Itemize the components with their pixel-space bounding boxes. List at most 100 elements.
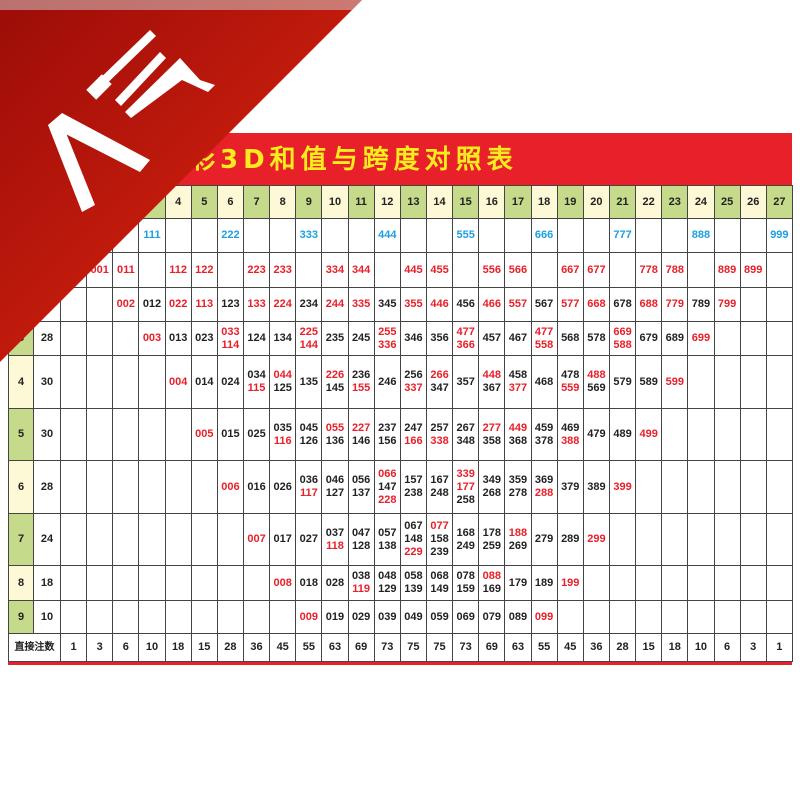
combo-cell: 446 <box>425 287 454 322</box>
combo-number: 199 <box>561 576 580 589</box>
combo-cell: 025 <box>242 408 271 461</box>
combo-number: 448 <box>482 369 501 381</box>
direct-count-cell: 15 <box>190 633 218 662</box>
combo-number: 349 <box>482 474 501 486</box>
combo-number: 099 <box>534 610 554 623</box>
combo-number: 559 <box>561 382 580 394</box>
combo-cell: 466 <box>478 287 506 322</box>
combo-number: 279 <box>534 533 554 545</box>
combo-cell <box>661 565 689 601</box>
combo-cell <box>86 600 114 634</box>
combo-cell <box>608 565 637 601</box>
combo-number: 579 <box>613 375 632 388</box>
combo-cell: 028 <box>321 565 349 601</box>
combo-cell <box>86 513 114 566</box>
combo-cell: 567 <box>530 287 558 322</box>
combo-cell <box>713 513 741 566</box>
sum-header: 7 <box>242 185 271 219</box>
combo-number: 468 <box>534 375 554 388</box>
footer-label: 直接注数 <box>8 633 61 662</box>
direct-count-cell: 36 <box>582 633 610 662</box>
combo-number: 378 <box>534 434 554 447</box>
combo-cell: 699 <box>687 321 715 356</box>
combo-cell: 577 <box>556 287 584 322</box>
combo-number: 139 <box>404 583 423 595</box>
combo-number: 588 <box>613 338 632 351</box>
combo-cell <box>86 565 114 601</box>
combo-number: 668 <box>587 298 606 310</box>
combo-cell <box>713 600 741 634</box>
table-row: 6 28 006 016 026 036 117 046 127 056 137 066 147 228 1… <box>8 460 793 514</box>
combo-number: 037 <box>325 526 345 539</box>
combo-cell: 669 588 <box>608 321 637 356</box>
direct-count-cell: 55 <box>530 633 558 662</box>
combo-number: 359 <box>508 474 528 486</box>
combo-cell: 024 <box>216 355 244 409</box>
combo-number: 136 <box>325 434 345 447</box>
direct-count-cell: 69 <box>347 633 375 662</box>
combo-cell <box>112 408 140 461</box>
combo-cell: 111 <box>138 218 166 253</box>
combo-number: 335 <box>351 298 371 310</box>
combo-cell: 555 <box>452 218 480 253</box>
combo-number: 067 <box>404 520 423 532</box>
combo-cell: 779 <box>661 287 689 322</box>
combo-cell: 557 <box>504 287 532 322</box>
combo-number: 234 <box>299 298 319 310</box>
combo-number: 014 <box>195 375 214 388</box>
direct-count-cell: 55 <box>295 633 323 662</box>
count-cell: 18 <box>33 565 61 601</box>
combo-cell: 455 <box>425 252 454 288</box>
combo-number: 049 <box>404 610 423 623</box>
combo-number: 268 <box>482 487 501 499</box>
combo-cell: 225 144 <box>295 321 323 356</box>
combo-number: 222 <box>221 229 240 241</box>
combo-number: 449 <box>508 421 528 434</box>
combo-cell <box>582 565 610 601</box>
combo-cell: 899 <box>739 252 767 288</box>
combo-cell: 459 378 <box>530 408 558 461</box>
combo-cell: 399 <box>608 460 637 514</box>
combo-cell: 135 <box>295 355 323 409</box>
corner-ribbon <box>0 0 362 362</box>
combo-cell <box>739 513 767 566</box>
combo-number: 467 <box>508 332 528 344</box>
combo-cell: 226 145 <box>321 355 349 409</box>
combo-cell <box>687 355 715 409</box>
combo-cell <box>59 600 88 634</box>
combo-number: 368 <box>508 434 528 447</box>
combo-cell <box>713 460 741 514</box>
combo-number: 257 <box>430 421 449 434</box>
combo-cell: 023 <box>190 321 218 356</box>
combo-cell <box>216 565 244 601</box>
combo-number: 256 <box>404 369 423 381</box>
combo-number: 022 <box>168 298 188 310</box>
combo-cell: 026 <box>269 460 297 514</box>
combo-number: 444 <box>378 229 397 241</box>
combo-number: 116 <box>273 434 292 447</box>
count-cell: 10 <box>33 600 61 634</box>
combo-cell <box>582 600 610 634</box>
combo-cell: 678 <box>608 287 637 322</box>
combo-number: 699 <box>691 332 711 344</box>
combo-cell: 188 269 <box>504 513 532 566</box>
direct-count-cell: 73 <box>373 633 401 662</box>
combo-cell <box>739 355 767 409</box>
combo-number: 026 <box>273 480 292 493</box>
combo-number: 366 <box>456 338 475 351</box>
direct-count-cell: 45 <box>556 633 584 662</box>
combo-number: 779 <box>665 298 684 310</box>
combo-number: 369 <box>534 474 554 486</box>
combo-number: 367 <box>482 382 501 394</box>
combo-cell: 069 <box>452 600 480 634</box>
table-row: 3280030130230331141241342251442352452553… <box>8 321 793 356</box>
sum-header: 23 <box>661 185 689 219</box>
combo-cell: 335 <box>347 287 375 322</box>
combo-cell <box>556 218 584 253</box>
combo-cell <box>504 218 532 253</box>
combo-cell: 379 <box>556 460 584 514</box>
combo-cell <box>190 460 218 514</box>
combo-cell <box>739 460 767 514</box>
combo-number: 558 <box>534 338 554 351</box>
combo-number: 238 <box>404 487 423 499</box>
